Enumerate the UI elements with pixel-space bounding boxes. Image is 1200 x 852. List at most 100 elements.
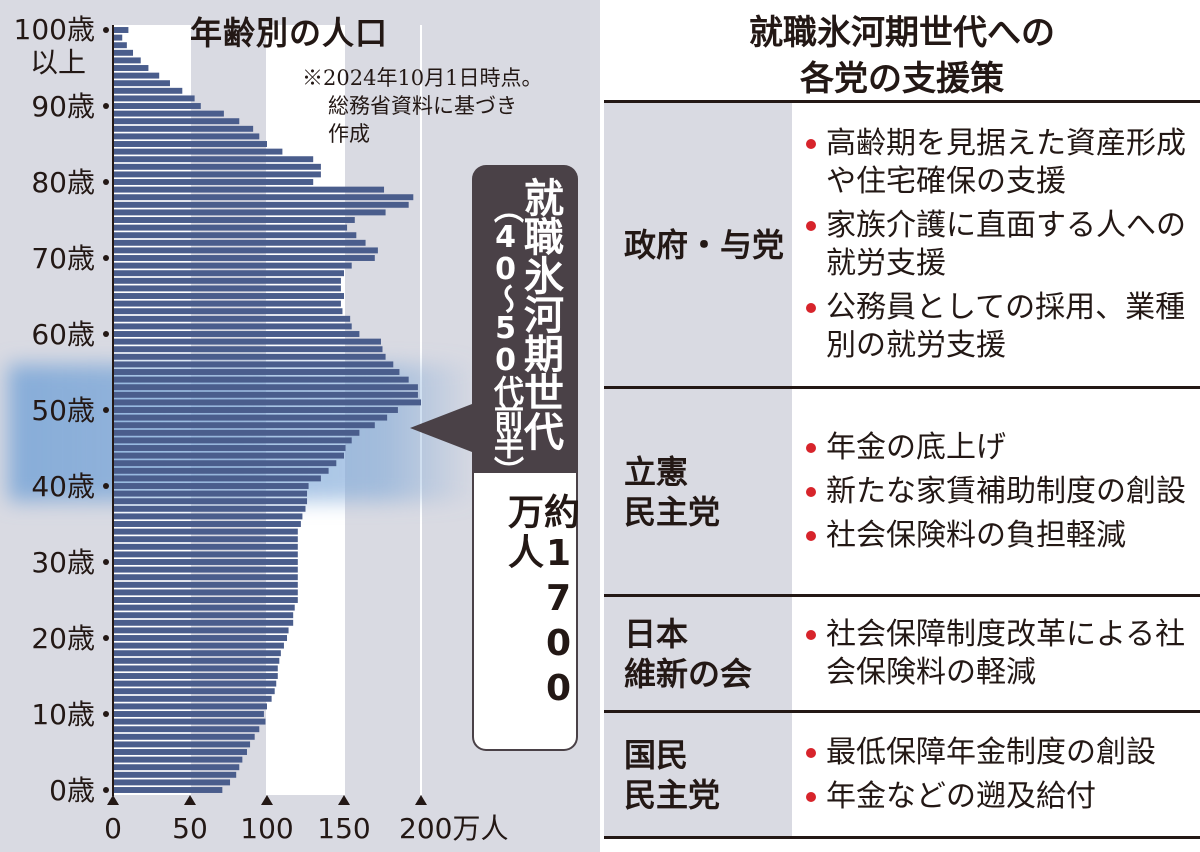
- y-tick-label: 60歳: [31, 318, 95, 351]
- bar-age-34: [113, 528, 298, 535]
- y-tick-dot: [103, 103, 109, 109]
- bar-age-88: [113, 118, 240, 125]
- party-name-line: 民主党: [624, 775, 721, 814]
- bar-age-81: [113, 171, 321, 178]
- x-tick-label: 200万人: [399, 812, 508, 845]
- bar-age-59: [113, 338, 381, 345]
- note-line: 総務省資料に基づき: [328, 94, 517, 118]
- chart-title: 年齢別の人口: [190, 14, 389, 52]
- callout-range: （40〜50代前半）: [488, 193, 523, 483]
- bar-age-27: [113, 581, 298, 588]
- bar-age-19: [113, 642, 284, 649]
- policy-list: 高齢期を見据えた資産形成や住宅確保の支援 家族介護に直面する人への就労支援 公務員と…: [792, 100, 1200, 388]
- bar-age-47: [113, 429, 360, 436]
- party-policy-table: 政府・与党 高齢期を見据えた資産形成や住宅確保の支援 家族介護に直面する人への就労支…: [604, 100, 1200, 839]
- callout-pointer: [410, 404, 472, 452]
- y-tick-label: 0歳: [49, 774, 95, 807]
- bar-age-80: [113, 179, 314, 185]
- bar-age-65: [113, 293, 344, 299]
- bar-age-78: [113, 194, 414, 201]
- bar-age-12: [113, 695, 272, 702]
- bar-age-91: [113, 95, 195, 102]
- y-tick-label: 100歳以上: [14, 13, 95, 79]
- bar-age-48: [113, 422, 375, 429]
- bar-age-44: [113, 452, 344, 459]
- party-name-line: 立憲: [624, 452, 689, 491]
- bar-age-51: [113, 399, 421, 406]
- bar-age-52: [113, 391, 418, 398]
- bar-age-8: [113, 726, 260, 733]
- bar-age-17: [113, 657, 280, 664]
- bar-age-68: [113, 270, 344, 277]
- x-tick-label: 100: [240, 812, 293, 845]
- party-name-line: 日本: [624, 614, 689, 653]
- bar-age-53: [113, 384, 418, 391]
- y-tick-label: 30歳: [31, 546, 95, 579]
- bar-age-33: [113, 536, 298, 543]
- source-note: ※2024年10月1日時点。 総務省資料に基づき 作成: [302, 64, 592, 148]
- policy-item: 最低保障年金制度の創設: [804, 734, 1192, 772]
- policy-item: 年金の底上げ: [804, 429, 1192, 467]
- y-tick-dot: [103, 787, 109, 793]
- party-name: 立憲 民主党: [604, 386, 792, 596]
- y-tick-label: 80歳: [31, 166, 95, 199]
- bar-age-43: [113, 460, 337, 467]
- x-tick-marker: [107, 795, 119, 805]
- bar-age-76: [113, 209, 386, 216]
- party-name: 政府・与党: [604, 100, 792, 388]
- bar-age-97: [113, 49, 134, 56]
- bar-age-79: [113, 186, 385, 193]
- policy-item: 年金などの遡及給付: [804, 778, 1192, 816]
- bar-age-42: [113, 467, 329, 474]
- bar-age-29: [113, 566, 298, 573]
- bar-age-23: [113, 612, 294, 619]
- y-tick-dot: [103, 179, 109, 185]
- party-name: 日本 維新の会: [604, 594, 792, 712]
- bar-age-21: [113, 627, 289, 634]
- bar-age-3: [113, 764, 240, 771]
- y-tick-label: 10歳: [31, 698, 95, 731]
- party-row: 日本 維新の会 社会保障制度改革による社会保険料の軽減: [604, 594, 1200, 712]
- y-tick-label: 70歳: [31, 242, 95, 275]
- bar-age-72: [113, 239, 366, 246]
- bar-age-82: [113, 163, 321, 170]
- bar-age-18: [113, 650, 281, 657]
- y-tick-label: 40歳: [31, 470, 95, 503]
- bar-age-54: [113, 376, 409, 383]
- bar-age-15: [113, 673, 278, 679]
- panel-title-line: 就職氷河期世代への: [749, 13, 1055, 53]
- bar-age-28: [113, 574, 298, 581]
- bar-age-73: [113, 232, 357, 239]
- bar-age-26: [113, 589, 298, 596]
- policy-item: 社会保障制度改革による社会保険料の軽減: [804, 616, 1192, 692]
- bar-age-16: [113, 665, 278, 672]
- panel-title: 就職氷河期世代への 各党の支援策: [604, 10, 1200, 102]
- bar-age-46: [113, 437, 352, 444]
- bar-age-55: [113, 369, 400, 375]
- y-axis: 100歳以上 90歳 80歳 70歳 60歳 50歳 40歳 30歳 20歳 10歳 0歳: [14, 13, 114, 807]
- bar-age-50: [113, 407, 398, 413]
- policy-list: 社会保障制度改革による社会保険料の軽減: [792, 594, 1200, 712]
- bar-age-37: [113, 505, 306, 512]
- bar-age-41: [113, 475, 321, 482]
- bar-age-62: [113, 315, 351, 322]
- x-axis: 0 50 100 150 200万人: [104, 795, 508, 845]
- ice-age-count-box: 約1700万人: [472, 473, 579, 751]
- bar-age-31: [113, 551, 298, 558]
- y-tick-dot: [103, 255, 109, 261]
- bar-age-25: [113, 597, 298, 603]
- bar-age-56: [113, 361, 394, 368]
- y-tick-label: 20歳: [31, 622, 95, 655]
- bar-age-94: [113, 72, 160, 79]
- bar-age-63: [113, 308, 343, 315]
- bar-age-10: [113, 711, 264, 717]
- x-tick-marker: [261, 795, 273, 805]
- ice-age-count: 約1700万人: [502, 493, 579, 713]
- bar-age-0: [113, 787, 223, 793]
- bar-age-11: [113, 703, 267, 710]
- population-bars: [113, 27, 421, 793]
- party-name-line: 民主党: [624, 492, 721, 531]
- y-tick-dot: [103, 407, 109, 413]
- bar-age-38: [113, 498, 308, 505]
- bar-age-75: [113, 217, 355, 223]
